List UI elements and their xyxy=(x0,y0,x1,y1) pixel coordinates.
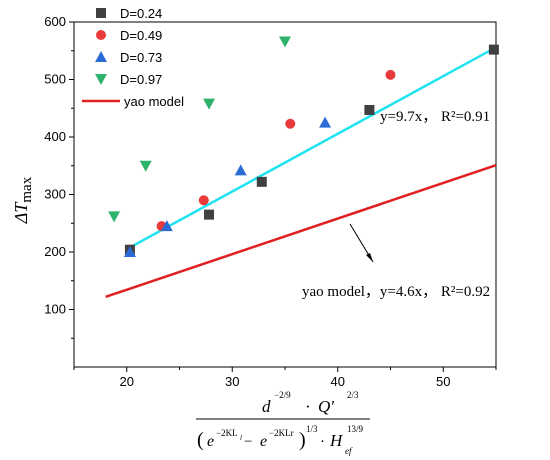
x-label-den-dot: · xyxy=(320,434,325,450)
x-label-den-h-sup: 13/9 xyxy=(347,424,364,434)
legend-label: yao model xyxy=(124,94,184,109)
x-tick-label: 20 xyxy=(120,374,134,389)
data-point xyxy=(123,246,136,257)
data-point xyxy=(198,195,209,206)
x-tick-label: 40 xyxy=(331,374,345,389)
y-tick-label: 100 xyxy=(44,302,66,317)
y-axis-ticks: 100 200 300 400 500 600 xyxy=(44,14,74,339)
yao-model-line xyxy=(105,163,497,299)
x-label-den-close: ) xyxy=(299,429,306,451)
x-label-den-h: H xyxy=(329,431,344,450)
x-label-num-d: d xyxy=(262,397,271,416)
x-label-num-d-exp: −2/9 xyxy=(274,390,291,400)
y-tick-label: 400 xyxy=(44,129,66,144)
cyan-fit-line xyxy=(126,46,497,251)
legend-label: D=0.97 xyxy=(120,72,162,87)
fit-annotation-cyan: y=9.7x， R²=0.91 xyxy=(380,109,490,125)
yao-annotation-arrow xyxy=(349,223,374,263)
legend-label: D=0.73 xyxy=(120,50,162,65)
x-label-num-q-exp: 2/3 xyxy=(347,390,359,400)
data-point xyxy=(160,220,173,232)
x-axis-ticks: 20 30 40 50 xyxy=(73,367,497,389)
legend-label: D=0.49 xyxy=(120,28,162,43)
x-label-den-minus: − xyxy=(244,434,252,450)
legend: D=0.24 D=0.49 D=0.73 D=0.97 yao model xyxy=(82,6,184,109)
data-point xyxy=(139,160,152,172)
data-point xyxy=(364,104,375,115)
x-label-num-dot: · xyxy=(305,397,311,416)
svg-text:ΔTmax: ΔTmax xyxy=(11,176,35,224)
y-axis-label-main: ΔT xyxy=(11,201,31,225)
fit-annotation-yao: yao model，y=4.6x， R²=0.92 xyxy=(302,284,490,300)
x-label-den-pow: 1/3 xyxy=(306,424,318,434)
x-label-den-e1-exp-sub: l xyxy=(240,434,242,442)
y-tick-label: 600 xyxy=(44,14,66,29)
data-point xyxy=(108,211,121,223)
y-axis-label-sub: max xyxy=(19,176,35,202)
x-label-den-open: ( xyxy=(197,429,204,451)
y-tick-label: 200 xyxy=(44,244,66,259)
x-label-den-e2: e xyxy=(260,433,267,450)
x-label-den-e1-exp: −2KL xyxy=(216,428,238,438)
data-point xyxy=(285,118,296,129)
x-label-num-q: Q' xyxy=(318,397,334,416)
data-point xyxy=(256,176,267,187)
x-tick-label: 50 xyxy=(436,374,450,389)
x-axis-label: d −2/9 · Q' 2/3 ( e −2KL l − e −2KLr ) 1… xyxy=(196,390,370,456)
legend-label: D=0.24 xyxy=(120,6,162,21)
data-point xyxy=(488,44,499,55)
legend-marker xyxy=(96,8,106,18)
data-point xyxy=(279,36,291,48)
data-point xyxy=(204,209,215,220)
x-label-den-e2-exp: −2KLr xyxy=(269,428,294,438)
y-tick-label: 500 xyxy=(44,72,66,87)
data-points xyxy=(108,36,499,257)
x-label-den-e1: e xyxy=(207,433,214,450)
y-axis-label: ΔTmax xyxy=(11,176,35,224)
legend-marker xyxy=(95,74,107,85)
legend-marker xyxy=(95,51,107,62)
y-tick-label: 300 xyxy=(44,187,66,202)
data-point xyxy=(385,69,396,80)
x-label-den-h-sub: ef xyxy=(345,446,353,456)
legend-marker xyxy=(96,30,106,40)
data-point xyxy=(234,164,247,176)
x-tick-label: 30 xyxy=(225,374,239,389)
data-point xyxy=(203,98,216,110)
fit-lines xyxy=(105,46,497,299)
data-point xyxy=(319,116,332,128)
